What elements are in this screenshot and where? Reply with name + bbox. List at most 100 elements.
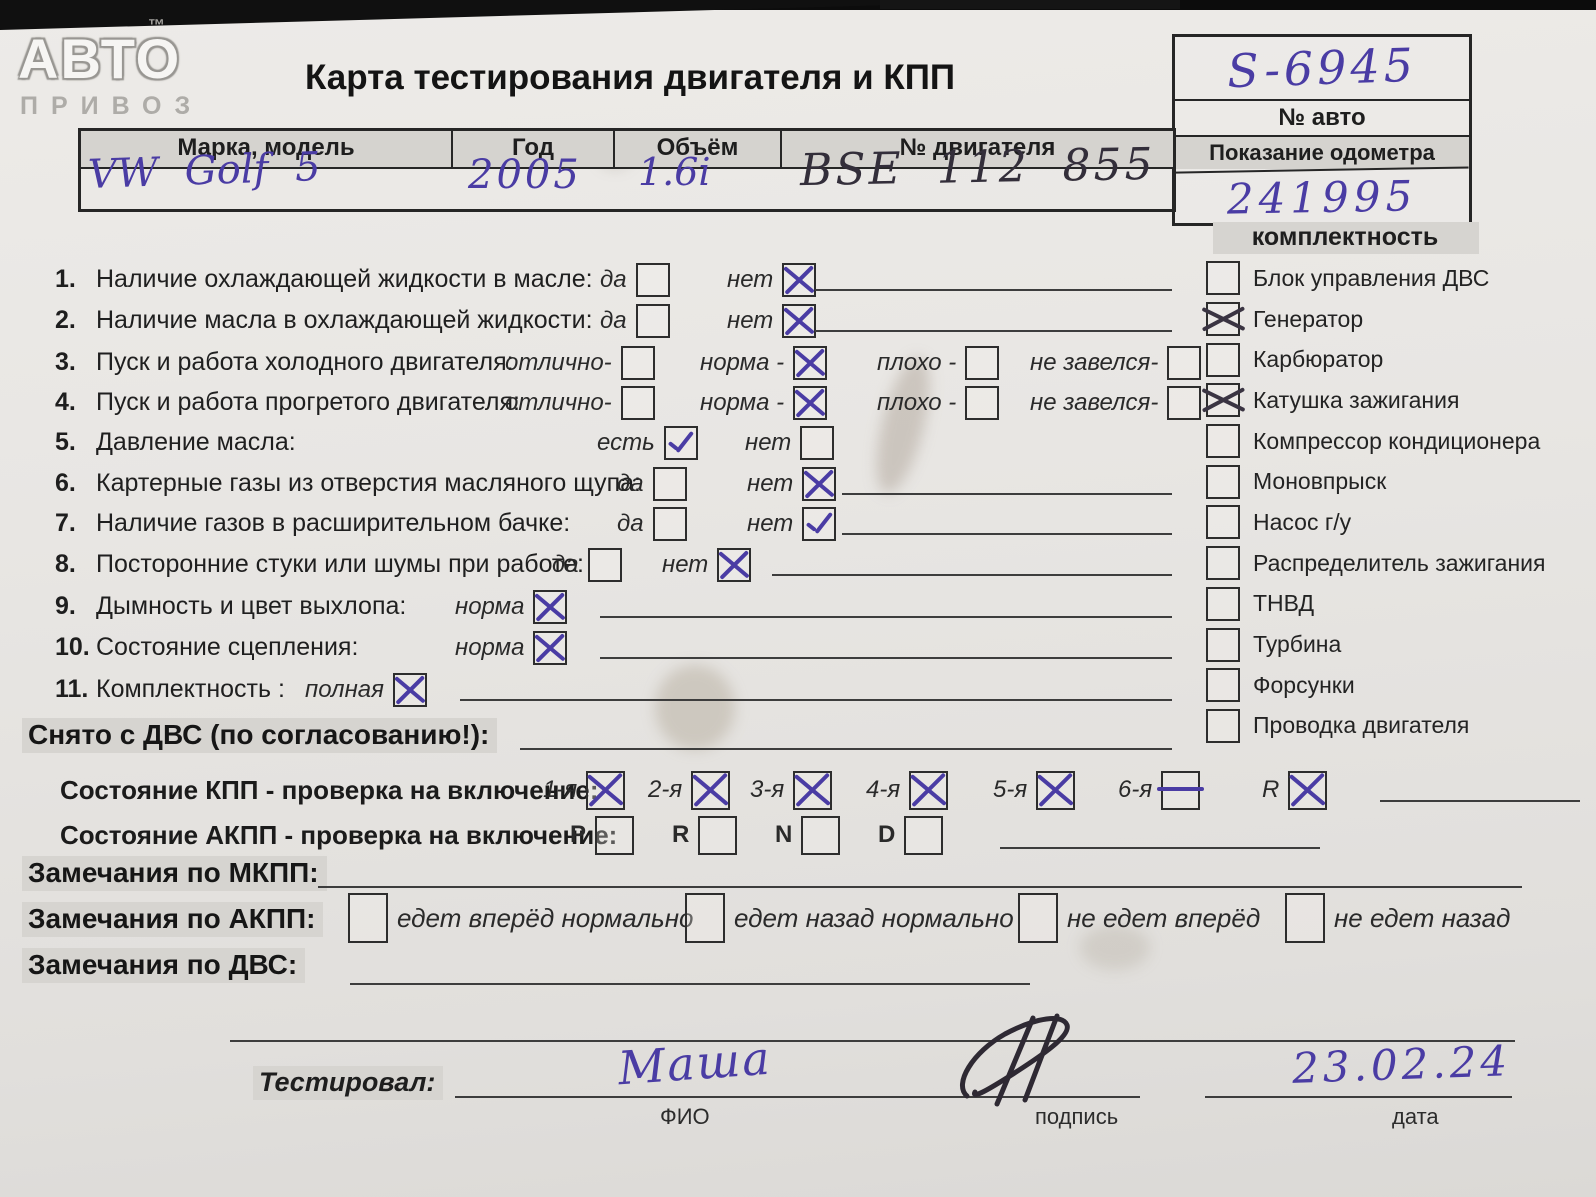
checkbox[interactable]: [717, 548, 752, 582]
option-label: нет: [747, 470, 794, 497]
checkbox[interactable]: [1206, 424, 1240, 459]
checkbox[interactable]: [1156, 770, 1205, 810]
checkbox[interactable]: [1206, 302, 1240, 337]
checkbox[interactable]: [1288, 770, 1328, 810]
smudge: [1080, 925, 1150, 970]
write-in-line[interactable]: [318, 886, 1522, 888]
logo-privoz: ПРИВОЗ: [20, 92, 204, 120]
write-in-line[interactable]: [460, 699, 1172, 701]
kpp-row: Состояние КПП - проверка на включение: 1…: [0, 770, 1596, 810]
completeness-label: Турбина: [1253, 631, 1342, 658]
checkbox[interactable]: [1036, 770, 1076, 810]
checkbox[interactable]: [533, 590, 568, 624]
option-label: не едет вперёд: [1067, 902, 1261, 933]
row-label: Наличие газов в расширительном бачке:: [96, 509, 571, 537]
checkbox[interactable]: [1206, 708, 1240, 743]
checkbox[interactable]: [1167, 346, 1202, 380]
checkbox[interactable]: [1206, 464, 1240, 499]
header-make-model: Марка, модель: [81, 131, 453, 167]
checkbox[interactable]: [802, 467, 837, 501]
checkbox[interactable]: [1206, 261, 1240, 296]
checkbox[interactable]: [586, 770, 626, 810]
checkbox[interactable]: [620, 346, 655, 380]
checklist-row-1: 1. Наличие охлаждающей жидкости в масле:…: [0, 262, 1596, 298]
completeness-label: Блок управления ДВС: [1253, 264, 1490, 291]
signature-line[interactable]: [905, 1096, 1140, 1098]
write-in-line[interactable]: [520, 748, 1172, 750]
checkbox[interactable]: [698, 815, 738, 855]
completeness-label: Генератор: [1253, 305, 1364, 332]
option-label: не едет назад: [1334, 902, 1511, 933]
completeness-row: Проводка двигателя: [1206, 706, 1590, 747]
row-number: 11.: [55, 675, 89, 703]
write-in-line[interactable]: [815, 330, 1172, 332]
auto-number-box: S-6945 № авто Показание одометра 241995: [1172, 34, 1472, 226]
fio-line[interactable]: [455, 1096, 1040, 1098]
checkbox[interactable]: [793, 770, 833, 810]
completeness-row: Моновпрыск: [1206, 461, 1590, 502]
completeness-label: Насос г/у: [1253, 508, 1352, 535]
write-in-line[interactable]: [1000, 847, 1320, 849]
write-in-line[interactable]: [600, 657, 1172, 659]
checkbox[interactable]: [348, 893, 388, 943]
header-engine-number: № двигателя: [899, 134, 1056, 161]
checkbox[interactable]: [1285, 893, 1325, 943]
checkbox[interactable]: [652, 507, 687, 541]
option-label: да: [617, 470, 644, 497]
checkbox[interactable]: [1206, 668, 1240, 703]
write-in-line[interactable]: [350, 983, 1030, 985]
completeness-row: Карбюратор: [1206, 339, 1590, 380]
checkbox[interactable]: [663, 426, 698, 460]
checkbox[interactable]: [587, 548, 622, 582]
trademark-symbol: ™: [148, 16, 165, 35]
checkbox[interactable]: [635, 304, 670, 338]
checkbox[interactable]: [1018, 893, 1058, 943]
fio-caption: ФИО: [660, 1104, 710, 1129]
tester-name-value: Маша: [616, 1030, 774, 1096]
checkbox[interactable]: [533, 631, 568, 665]
write-in-line[interactable]: [842, 493, 1172, 495]
write-in-line[interactable]: [1380, 800, 1580, 802]
checkbox[interactable]: [1206, 627, 1240, 662]
checkbox[interactable]: [801, 815, 841, 855]
checkbox[interactable]: [782, 304, 817, 338]
write-in-line[interactable]: [230, 1040, 1515, 1042]
checkbox[interactable]: [620, 386, 655, 420]
checkbox[interactable]: [691, 770, 731, 810]
checkbox[interactable]: [793, 346, 828, 380]
checkbox[interactable]: [1206, 342, 1240, 377]
completeness-label: Распределитель зажигания: [1253, 549, 1546, 576]
row-number: 10.: [55, 633, 90, 661]
checkbox[interactable]: [1206, 383, 1240, 418]
checkbox[interactable]: [802, 507, 837, 541]
completeness-label: Катушка зажигания: [1253, 386, 1460, 413]
checkbox[interactable]: [652, 467, 687, 501]
vehicle-table-header: Марка, модель Год Объём № двигателя: [81, 131, 1173, 169]
checkbox[interactable]: [793, 386, 828, 420]
date-line[interactable]: [1205, 1096, 1512, 1098]
checkbox[interactable]: [782, 263, 817, 297]
write-in-line[interactable]: [772, 574, 1172, 576]
checkbox[interactable]: [904, 815, 944, 855]
write-in-line[interactable]: [815, 289, 1172, 291]
row-number: 5.: [55, 428, 76, 456]
checkbox[interactable]: [392, 673, 427, 707]
checkbox[interactable]: [1206, 546, 1240, 581]
write-in-line[interactable]: [842, 533, 1172, 535]
checkbox[interactable]: [635, 263, 670, 297]
checkbox[interactable]: [965, 386, 1000, 420]
checkbox[interactable]: [685, 893, 725, 943]
checkbox[interactable]: [800, 426, 835, 460]
write-in-line[interactable]: [600, 616, 1172, 618]
checkbox[interactable]: [1206, 505, 1240, 540]
checkbox[interactable]: [595, 815, 635, 855]
option-label: есть: [597, 429, 655, 456]
signature: [960, 1013, 1070, 1107]
checkbox[interactable]: [965, 346, 1000, 380]
checkbox[interactable]: [1206, 586, 1240, 621]
checkbox[interactable]: [909, 770, 949, 810]
checkbox[interactable]: [1167, 386, 1202, 420]
vehicle-table: Марка, модель Год Объём № двигателя: [78, 128, 1176, 212]
option-label: не завелся-: [1030, 349, 1159, 376]
